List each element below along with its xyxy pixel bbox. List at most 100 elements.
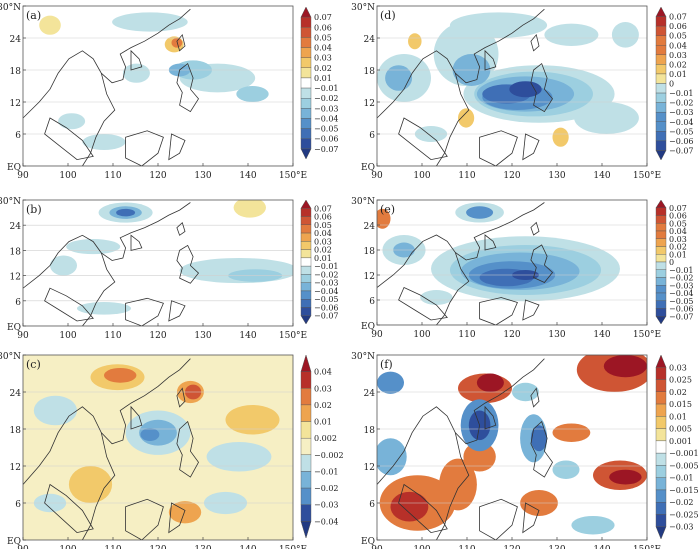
coastline-path — [398, 286, 448, 321]
contour-blob — [603, 355, 647, 378]
coastline-path — [377, 202, 545, 288]
y-tick-label: 12 — [364, 463, 375, 473]
coastline — [23, 8, 199, 166]
colorbar-swatch — [655, 269, 667, 278]
colorbar-swatch — [300, 97, 312, 109]
colorbar-label: 0.04 — [669, 41, 687, 50]
colorbar-swatch — [300, 77, 312, 89]
colorbar-swatch — [300, 307, 312, 316]
coastline-path — [522, 299, 540, 321]
colorbar-label: −0.05 — [669, 127, 694, 136]
gridlines — [23, 391, 293, 540]
colorbar-cap-bottom — [655, 526, 667, 540]
colorbar-label: 0.07 — [669, 13, 687, 22]
colorbar-label: 0.03 — [669, 51, 687, 60]
contour-blob — [552, 127, 569, 147]
contour-blob — [77, 302, 131, 315]
colorbar-label: −0.04 — [314, 517, 339, 526]
contour-blob — [466, 206, 494, 219]
colorbar-label: 0.015 — [669, 400, 692, 409]
colorbar-label: 0.01 — [314, 418, 332, 427]
x-tick-label: 110 — [104, 331, 121, 341]
contour-blob — [140, 428, 160, 442]
colorbar-label: −0.015 — [669, 486, 699, 495]
colorbar-label: 0.05 — [314, 221, 332, 230]
colorbar-cap-bottom — [300, 521, 312, 539]
y-tick-label: 30°N — [0, 352, 21, 362]
colorbar-swatch — [300, 241, 312, 250]
colorbar-label: 0.01 — [314, 74, 332, 83]
colorbar-swatch — [655, 25, 667, 36]
x-tick-label: 110 — [104, 171, 121, 181]
colorbar-swatch — [300, 299, 312, 308]
anomaly-field — [33, 364, 280, 524]
y-tick-label: EQ — [7, 323, 21, 333]
colorbar-swatch — [655, 111, 667, 122]
colorbar-label: 0.04 — [314, 368, 332, 377]
colorbar-swatch — [655, 223, 667, 232]
colorbar-label: −0.02 — [669, 274, 694, 283]
colorbar: 0.04 0.03 0.02 0.01 0.002 −0.002 −0.01 −0.02 −0.… — [300, 354, 344, 539]
coastline-path — [436, 432, 470, 540]
coastline-path — [168, 300, 186, 322]
colorbar-swatch — [655, 121, 667, 132]
colorbar-label: 0.025 — [669, 376, 692, 385]
coastline-path — [377, 358, 545, 485]
colorbar-swatch — [655, 416, 667, 429]
colorbar-label: −0.01 — [314, 84, 339, 93]
colorbar-swatch — [300, 232, 312, 242]
y-tick-label: 30°N — [351, 352, 375, 362]
x-tick-label: 120 — [503, 330, 520, 340]
colorbar-swatch — [655, 440, 667, 454]
contour-blob — [171, 38, 183, 48]
colorbar-swatch — [655, 73, 667, 84]
coastline-path — [436, 252, 470, 325]
colorbar-label: 0.002 — [314, 434, 337, 443]
x-tick-label: 140 — [593, 330, 610, 340]
colorbar-swatch — [655, 300, 667, 309]
coastline-path — [377, 8, 545, 119]
colorbar-swatch — [655, 16, 667, 27]
x-tick-label: 90 — [371, 545, 383, 549]
colorbar-label: 0.02 — [669, 243, 687, 252]
colorbar-swatch — [655, 477, 667, 491]
coastline-path — [168, 502, 186, 534]
x-tick-label: 110 — [458, 171, 475, 181]
x-tick-label: 90 — [17, 545, 29, 549]
colorbar-label: 0.01 — [669, 412, 687, 421]
colorbar-label: 0.07 — [314, 204, 332, 213]
coastline-path — [176, 62, 199, 113]
colorbar-swatch — [655, 92, 667, 103]
contour-blob — [544, 23, 599, 46]
colorbar-cap-bottom — [655, 150, 667, 161]
contour-blob — [509, 81, 542, 98]
colorbar-swatch — [300, 371, 312, 389]
y-tick-label: 24 — [10, 222, 22, 232]
contour-blob — [552, 423, 591, 442]
colorbar-label: 0 — [669, 80, 674, 89]
coastline-path — [436, 73, 470, 166]
y-tick-label: 12 — [10, 273, 21, 283]
colorbar-swatch — [300, 57, 312, 69]
contour-blob — [458, 108, 475, 128]
colorbar-label: −0.04 — [669, 289, 694, 298]
y-tick-label: 6 — [369, 297, 375, 307]
colorbar-swatch — [300, 404, 312, 422]
colorbar-swatch — [655, 207, 667, 216]
colorbar-label: 0.07 — [669, 204, 687, 213]
gridlines — [23, 224, 293, 326]
colorbar-swatch — [300, 274, 312, 283]
colorbar-swatch — [655, 379, 667, 392]
colorbar-swatch — [655, 308, 667, 317]
contour-blob — [122, 63, 150, 83]
contour-blob — [233, 200, 266, 218]
x-tick-label: 150°E — [279, 331, 307, 341]
contour-blob — [611, 22, 639, 48]
colorbar-label: 0.06 — [314, 213, 332, 222]
coastline-path — [125, 130, 164, 166]
y-tick-label: 6 — [15, 131, 21, 141]
x-tick-label: 150°E — [279, 545, 307, 549]
x-tick-label: 90 — [17, 331, 29, 341]
colorbar-label: −0.03 — [314, 501, 339, 510]
